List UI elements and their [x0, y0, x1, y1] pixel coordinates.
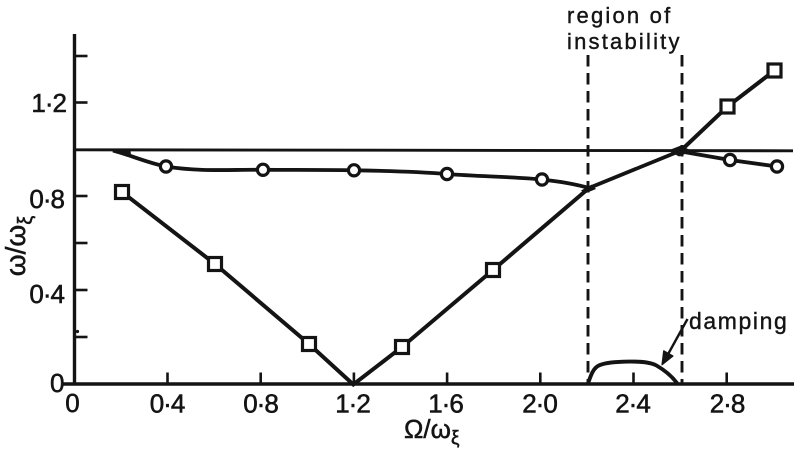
svg-text:damping: damping — [689, 308, 788, 334]
svg-text:2·4: 2·4 — [615, 389, 650, 419]
svg-text:0·4: 0·4 — [150, 389, 185, 419]
svg-text:2·0: 2·0 — [522, 389, 557, 419]
svg-text:1·6: 1·6 — [428, 389, 463, 419]
svg-text:0: 0 — [65, 388, 79, 418]
svg-text:0·4: 0·4 — [29, 279, 64, 309]
svg-text:0: 0 — [50, 368, 64, 398]
svg-text:1·2: 1·2 — [31, 88, 66, 118]
svg-text:Ω/ωξ: Ω/ωξ — [404, 414, 460, 449]
svg-text:region of: region of — [567, 3, 672, 28]
svg-text:0·8: 0·8 — [29, 184, 64, 214]
svg-text:instability: instability — [567, 29, 682, 54]
svg-text:2·8: 2·8 — [710, 389, 745, 419]
svg-text:0·8: 0·8 — [243, 389, 278, 419]
svg-text:1·2: 1·2 — [335, 389, 370, 419]
